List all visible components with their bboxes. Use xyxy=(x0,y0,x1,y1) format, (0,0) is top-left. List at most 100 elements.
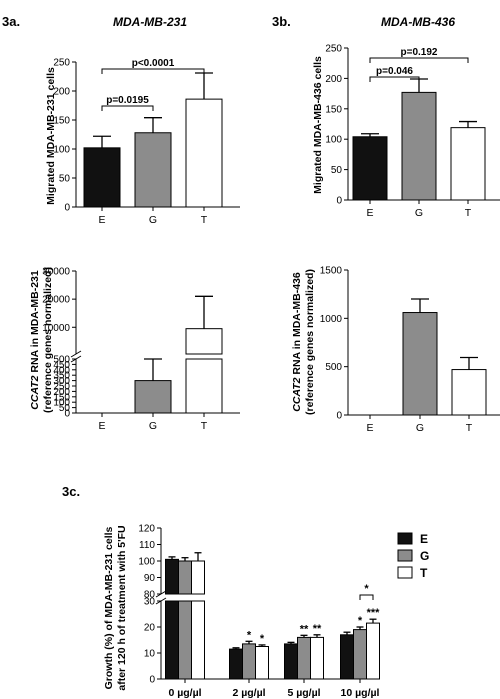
chart-3b-top-pvalue-bracket xyxy=(369,57,469,63)
chart-a-bottom-ylabel-line1: CCAT2 RNA in MDA-MB-231 xyxy=(29,270,41,410)
chart-3b-top-ytick-label: 150 xyxy=(325,104,342,115)
chart-3a-top-category-label-e: E xyxy=(98,214,105,226)
panel-3b-label: 3b. xyxy=(272,14,291,29)
chart-3c-category-label: 2 µg/µl xyxy=(232,687,265,699)
chart-3a-bottom-ytick-label: 200 xyxy=(53,387,70,398)
chart-3a-top-bar-g xyxy=(134,132,172,208)
chart-3a-bottom-ytick-label: 300 xyxy=(53,376,70,387)
chart-3a-top-category-label-g: G xyxy=(149,214,157,226)
chart-3a-top-pvalue-bracket xyxy=(101,105,154,111)
chart-3c-category-label: 5 µg/µl xyxy=(287,687,320,699)
chart-3c-legend-label-e: E xyxy=(420,532,428,546)
chart-3a-top-bar-t xyxy=(185,98,223,208)
chart-3a-top-ytick-label: 150 xyxy=(53,116,70,127)
chart-a-bottom-ylabel-rest: RNA in MDA-MB-231 xyxy=(29,270,41,375)
chart-3c-bar-g xyxy=(297,636,311,680)
chart-3a-top-pvalue-bracket xyxy=(101,68,205,74)
chart-3c-bar-t xyxy=(310,636,324,680)
chart-3c-significance-bracket xyxy=(359,594,374,600)
chart-3b-top-ytick-label: 250 xyxy=(325,44,342,55)
chart-b-top-ylabel: Migrated MDA-MB-436 cells xyxy=(312,56,324,194)
chart-3c-significance-g: ** xyxy=(300,623,309,635)
chart-3b-top-category-label-t: T xyxy=(465,207,472,219)
chart-3c-legend-label-t: T xyxy=(420,566,428,580)
chart-c-ylabel-line2: after 120 h of treatment with 5'FU xyxy=(116,525,128,690)
chart-3c-category-label: 10 µg/µl xyxy=(341,687,380,699)
chart-3b-bottom-ytick-label: 0 xyxy=(336,411,342,422)
chart-3b-bottom-bar-t xyxy=(451,369,487,416)
chart-3c-significance-t: *** xyxy=(367,607,381,619)
chart-3a-bottom-category-label-t: T xyxy=(201,420,208,432)
chart-3a-top-pvalue-label: p<0.0001 xyxy=(132,58,175,69)
chart-3b-bottom-bar-g xyxy=(402,312,438,416)
chart-c-ylabel-line1: Growth (%) of MDA-MB-231 cells xyxy=(103,526,115,689)
chart-3a-bottom-ytick-label: 10000 xyxy=(42,323,70,334)
chart-3b-bottom-ytick-label: 500 xyxy=(325,362,342,373)
chart-3b-top-pvalue-bracket xyxy=(369,76,420,82)
chart-3b-top-category-label-g: G xyxy=(415,207,423,219)
chart-b-bottom-ylabel-line2: (reference genes normalized) xyxy=(304,269,316,415)
chart-3a-bottom-ytick-label: 250 xyxy=(53,382,70,393)
chart-3a-bottom-ytick-label: 20000 xyxy=(42,295,70,306)
chart-3c-ytick-label: 110 xyxy=(139,540,155,551)
chart-3a-top-ytick-label: 100 xyxy=(53,145,70,156)
chart-3c-significance-t: ** xyxy=(313,623,322,635)
chart-3b-bottom-ytick-label: 1500 xyxy=(320,266,343,277)
chart-3a-bottom-category-label-e: E xyxy=(98,420,105,432)
chart-3a-top-category-label-t: T xyxy=(201,214,208,226)
chart-3c-bar-t xyxy=(255,646,269,680)
chart-3a-bottom-ytick-label: 400 xyxy=(53,365,70,376)
panel-3a-title: MDA-MB-231 xyxy=(113,15,187,29)
chart-3b-top-bar-g xyxy=(401,91,437,201)
chart-a-top-ylabel: Migrated MDA-MB-231 cells xyxy=(45,67,57,205)
chart-3c-ytick-label: 80 xyxy=(144,590,156,601)
chart-a-bottom-ylabel-line2: (reference genes normalized) xyxy=(42,267,54,413)
chart-3a-bottom-ytick-label: 100 xyxy=(53,398,70,409)
chart-3c-bar-e-upper xyxy=(165,558,179,595)
chart-3b-top-pvalue-label: p=0.192 xyxy=(401,47,438,58)
chart-3c-ytick-label: 30 xyxy=(144,597,156,608)
chart-3c-legend-swatch-e xyxy=(397,532,413,545)
chart-3a-top-ytick-label: 0 xyxy=(64,203,70,214)
chart-3a-bottom-bar-t-lower xyxy=(185,358,223,414)
chart-3b-top-ytick-label: 50 xyxy=(331,165,343,176)
chart-3c-bar-e xyxy=(229,648,243,680)
chart-3a-bottom-bar-g xyxy=(134,380,172,414)
chart-3c-bar-g xyxy=(353,629,367,680)
chart-3a-bottom-category-label-g: G xyxy=(149,420,157,432)
chart-3b-bottom-ytick-label: 1000 xyxy=(320,314,343,325)
chart-3c-ytick-label: 90 xyxy=(144,573,156,584)
chart-3c-bar-e xyxy=(284,643,298,680)
chart-3b-top-pvalue-label: p=0.046 xyxy=(376,66,413,77)
chart-3c-ytick-label: 120 xyxy=(138,524,155,535)
chart-3a-top-ytick-label: 50 xyxy=(59,174,71,185)
chart-3a-bottom-ytick-label: 30000 xyxy=(42,267,70,278)
panel-3c-label: 3c. xyxy=(62,484,80,499)
chart-3b-top-category-label-e: E xyxy=(366,207,373,219)
chart-3c-bar-t-upper xyxy=(191,560,205,595)
chart-3c-legend-swatch-t xyxy=(397,566,413,579)
chart-3c-significance-g: * xyxy=(358,615,363,627)
chart-3a-top-ytick-label: 200 xyxy=(53,87,70,98)
panel-3a-label: 3a. xyxy=(2,14,20,29)
chart-3c-bar-t xyxy=(366,622,380,680)
chart-3c-bar-t-lower xyxy=(191,600,205,680)
chart-3a-top-ytick-label: 250 xyxy=(53,58,70,69)
chart-3c-bar-g-lower xyxy=(178,600,192,680)
chart-3a-top-pvalue-label: p=0.0195 xyxy=(106,95,149,106)
chart-3c-significance-g: * xyxy=(247,629,252,641)
chart-3a-top-bar-e xyxy=(83,147,121,208)
chart-3b-bottom-category-label-e: E xyxy=(366,422,373,434)
chart-3c-ytick-label: 0 xyxy=(149,675,155,686)
chart-3b-top-bar-e xyxy=(352,136,388,201)
chart-3c-bar-g xyxy=(242,643,256,680)
chart-3a-bottom-ytick-label: 500 xyxy=(53,355,70,366)
chart-3a-bottom-ytick-label: 150 xyxy=(53,392,70,403)
chart-3b-top-ytick-label: 100 xyxy=(325,135,342,146)
chart-3a-bottom-ytick-label: 50 xyxy=(59,403,71,414)
chart-3b-top-ytick-label: 200 xyxy=(325,74,342,85)
panel-3b-title: MDA-MB-436 xyxy=(381,15,455,29)
chart-3a-bottom-axis-break-mark xyxy=(70,350,82,358)
